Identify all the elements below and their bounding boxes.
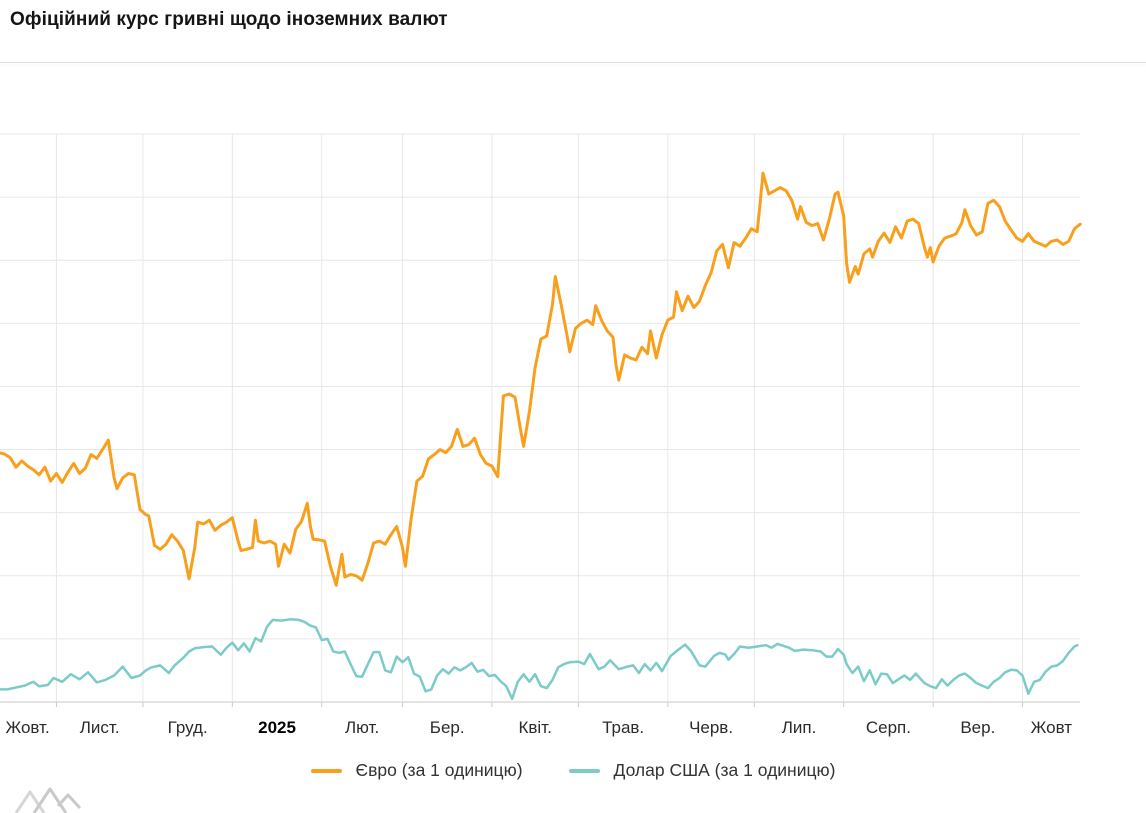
x-tick-label: Трав. <box>602 718 644 737</box>
usd-line-swatch <box>568 768 600 773</box>
chart-canvas: 50494847464544434241грнЖовт.Лист.Груд.20… <box>0 133 1082 737</box>
x-tick-label: Груд. <box>168 718 208 737</box>
usd-series-line[interactable] <box>0 618 1079 701</box>
page-title: Офіційний курс гривні щодо іноземних вал… <box>10 9 448 30</box>
legend-item-usd[interactable]: Долар США (за 1 одиницю) <box>568 760 836 781</box>
euro-line-swatch <box>310 768 342 773</box>
header-divider <box>0 62 1146 63</box>
legend-item-euro[interactable]: Євро (за 1 одиницю) <box>310 760 523 781</box>
chart-legend: Євро (за 1 одиницю) Долар США (за 1 один… <box>0 760 1146 781</box>
x-tick-label: Лип. <box>782 718 817 737</box>
x-tick-label: Лют. <box>345 718 379 737</box>
x-tick-label: Квіт. <box>518 718 551 737</box>
x-tick-label: 2025 <box>258 718 296 737</box>
logo-watermark-icon <box>14 787 82 813</box>
x-tick-label: Черв. <box>689 718 733 737</box>
plot-area[interactable] <box>0 134 1080 702</box>
euro-series-line[interactable] <box>0 171 1082 587</box>
x-tick-label: Бер. <box>430 718 465 737</box>
x-tick-label: Лист. <box>80 718 120 737</box>
exchange-rate-chart: 50494847464544434241грнЖовт.Лист.Груд.20… <box>0 66 1146 756</box>
x-tick-label: Вер. <box>960 718 995 737</box>
x-tick-label: Жовт <box>1031 718 1073 737</box>
legend-label-usd: Долар США (за 1 одиницю) <box>613 760 836 780</box>
legend-label-euro: Євро (за 1 одиницю) <box>355 760 523 780</box>
x-tick-label: Серп. <box>866 718 911 737</box>
x-tick-label: Жовт. <box>5 718 49 737</box>
